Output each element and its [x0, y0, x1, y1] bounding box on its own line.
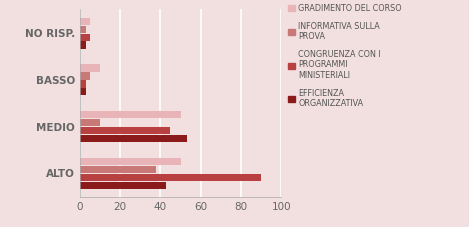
- Bar: [80, 80, 86, 88]
- Bar: [80, 42, 86, 49]
- Bar: [80, 158, 181, 165]
- Bar: [80, 64, 100, 72]
- Bar: [80, 166, 156, 173]
- Bar: [80, 135, 187, 142]
- Bar: [80, 34, 90, 41]
- Bar: [80, 182, 166, 189]
- Bar: [80, 127, 171, 134]
- Bar: [80, 88, 86, 96]
- Bar: [80, 72, 90, 80]
- Bar: [80, 18, 90, 25]
- Bar: [80, 111, 181, 118]
- Bar: [80, 174, 261, 181]
- Bar: [80, 26, 86, 33]
- Bar: [80, 119, 100, 126]
- Legend: GRADIMENTO DEL CORSO, INFORMATIVA SULLA
PROVA, CONGRUENZA CON I
PROGRAMMI
MINIST: GRADIMENTO DEL CORSO, INFORMATIVA SULLA …: [286, 2, 404, 111]
